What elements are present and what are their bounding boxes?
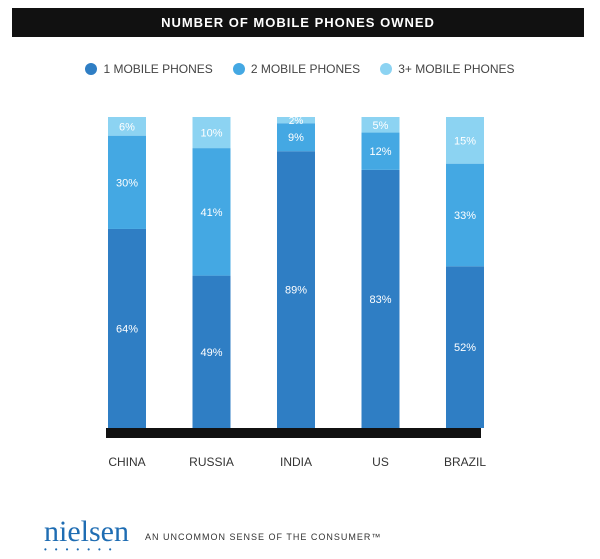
brand-dots: •••••••: [44, 545, 120, 554]
data-label-china-series-2: 30%: [116, 177, 138, 189]
bar-india-series-1: [277, 151, 315, 428]
legend: 1 MOBILE PHONES 2 MOBILE PHONES 3+ MOBIL…: [0, 62, 600, 76]
bar-china-series-2: [108, 135, 146, 229]
category-label-brazil: BRAZIL: [444, 455, 486, 469]
data-label-russia-series-2: 41%: [200, 207, 222, 219]
data-label-india-series-3: 2%: [289, 116, 304, 127]
legend-label-3: 3+ MOBILE PHONES: [398, 62, 515, 76]
data-label-us-series-3: 5%: [373, 120, 389, 132]
footer: nielsen ••••••• AN UNCOMMON SENSE OF THE…: [44, 515, 382, 554]
data-label-russia-series-1: 49%: [200, 347, 222, 359]
data-label-brazil-series-2: 33%: [454, 210, 476, 222]
bar-us-series-2: [361, 132, 400, 170]
legend-swatch-3: [380, 63, 393, 75]
bar-brazil-series-2: [446, 163, 484, 267]
stacked-bar-chart: 64% 30% 6% CHINA 49% 41% 10% RUSSIA 89% 9% 2% INDIA…: [106, 116, 486, 469]
baseline: [106, 428, 481, 438]
data-label-us-series-1: 83%: [369, 294, 391, 306]
data-label-india-series-2: 9%: [288, 132, 304, 144]
bar-us-series-3: [361, 117, 400, 133]
legend-swatch-1: [85, 63, 98, 75]
data-label-us-series-2: 12%: [369, 146, 391, 158]
bar-india-series-2: [277, 123, 315, 152]
bar-china-series-1: [108, 228, 146, 428]
category-label-india: INDIA: [280, 455, 312, 469]
bar-russia-series-3: [192, 117, 231, 149]
legend-item-1: 1 MOBILE PHONES: [85, 62, 213, 76]
brand-wordmark: nielsen: [44, 515, 129, 548]
category-label-russia: RUSSIA: [189, 455, 234, 469]
category-label-us: US: [372, 455, 389, 469]
bar-russia-series-2: [192, 148, 231, 276]
data-label-china-series-1: 64%: [116, 323, 138, 335]
bar-russia-series-1: [192, 275, 231, 428]
nielsen-logo: nielsen •••••••: [44, 515, 129, 554]
tagline: AN UNCOMMON SENSE OF THE CONSUMER™: [144, 532, 382, 542]
bar-brazil-series-1: [446, 266, 484, 428]
bar-brazil-series-3: [446, 117, 484, 164]
data-label-india-series-1: 89%: [285, 285, 307, 297]
bar-india-series-3: [277, 117, 315, 124]
legend-label-2: 2 MOBILE PHONES: [250, 62, 361, 76]
data-label-brazil-series-3: 15%: [454, 135, 476, 147]
category-label-china: CHINA: [108, 455, 145, 469]
chart-title: NUMBER OF MOBILE PHONES OWNED: [12, 8, 584, 37]
legend-swatch-2: [232, 63, 245, 75]
bar-china-series-3: [108, 117, 146, 136]
data-label-russia-series-3: 10%: [200, 128, 222, 140]
legend-label-1: 1 MOBILE PHONES: [103, 62, 213, 76]
data-label-china-series-3: 6%: [119, 121, 135, 133]
legend-item-2: 2 MOBILE PHONES: [232, 62, 361, 76]
data-label-brazil-series-1: 52%: [454, 342, 476, 354]
legend-item-3: 3+ MOBILE PHONES: [380, 62, 515, 76]
bar-us-series-1: [361, 169, 400, 428]
